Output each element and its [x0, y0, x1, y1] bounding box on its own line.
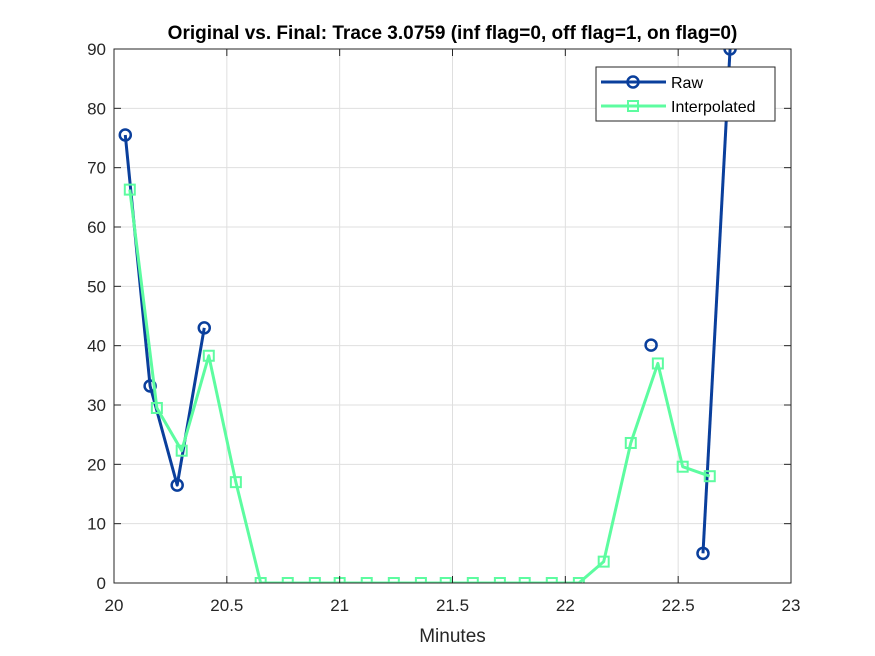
y-tick-label: 20	[87, 455, 106, 474]
interpolated-point	[493, 577, 506, 583]
y-tick-label: 70	[87, 159, 106, 178]
legend-interpolated-marker	[627, 100, 639, 112]
interpolated-point	[676, 460, 689, 473]
interpolated-point	[518, 577, 531, 583]
interpolated-point	[254, 577, 267, 583]
chart-title: Original vs. Final: Trace 3.0759 (inf fl…	[168, 23, 738, 44]
legend-interpolated-label: Interpolated	[671, 99, 756, 116]
interpolated-point	[229, 476, 242, 489]
raw-point	[197, 321, 212, 335]
raw-point	[696, 546, 710, 561]
raw-point	[644, 338, 658, 352]
y-tick-label: 60	[87, 218, 106, 237]
interpolated-point	[175, 444, 188, 457]
x-tick-label: 22	[556, 596, 575, 615]
interpolated-point	[308, 577, 321, 583]
raw-line	[701, 49, 732, 554]
legend-box	[595, 66, 776, 122]
x-tick-label: 20	[105, 596, 124, 615]
x-tick-label: 21.5	[436, 596, 469, 615]
interpolated-point	[387, 577, 400, 583]
interpolated-point	[466, 577, 479, 583]
interpolated-point	[123, 183, 136, 196]
interpolated-point	[597, 555, 610, 568]
legend-raw-marker	[626, 75, 640, 89]
interpolated-point	[150, 401, 163, 414]
y-tick-label: 0	[97, 574, 106, 593]
x-tick-label: 21	[330, 596, 349, 615]
raw-point	[118, 128, 133, 142]
legend-raw-label: Raw	[671, 75, 703, 92]
y-tick-label: 80	[87, 99, 106, 118]
raw-point	[170, 478, 184, 492]
y-tick-label: 30	[87, 396, 106, 415]
legend: Raw Interpolated	[595, 66, 776, 122]
y-tick-label: 40	[87, 337, 106, 356]
y-tick-label: 50	[87, 277, 106, 296]
axis-ticks: 20 20.5 21 21.5 22 22.5 23 0 10 20 30 40 50 60 70 80 90	[87, 40, 800, 615]
interpolated-point	[624, 436, 637, 449]
x-axis-title: Minutes	[419, 626, 486, 647]
y-tick-label: 10	[87, 515, 106, 534]
interpolated-point	[651, 357, 664, 370]
interpolated-point	[545, 577, 558, 583]
x-tick-label: 22.5	[662, 596, 695, 615]
interpolated-point	[414, 577, 427, 583]
raw-point	[723, 49, 737, 56]
interpolated-point	[281, 577, 294, 583]
interpolated-point	[360, 577, 373, 583]
interpolated-line	[128, 189, 711, 583]
x-tick-label: 23	[782, 596, 801, 615]
interpolated-point	[439, 577, 452, 583]
y-tick-label: 90	[87, 40, 106, 59]
interpolated-point	[572, 577, 585, 583]
interpolated-point	[703, 470, 716, 483]
interpolated-point	[202, 349, 215, 362]
x-tick-label: 20.5	[210, 596, 243, 615]
